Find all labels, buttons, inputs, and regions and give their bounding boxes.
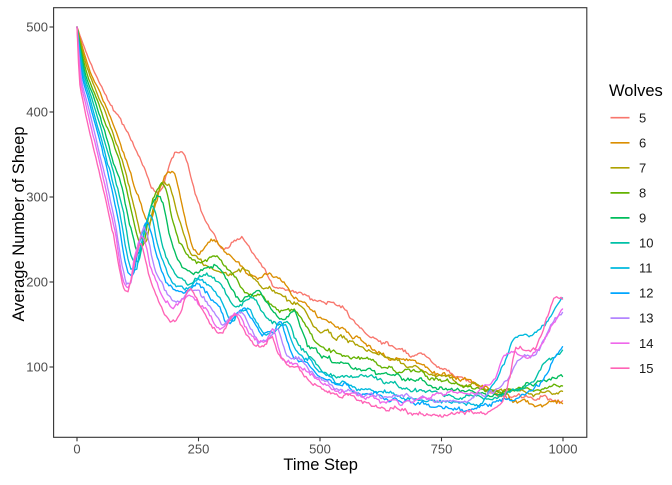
svg-text:14: 14 [639,336,653,351]
svg-text:12: 12 [639,286,653,301]
svg-text:15: 15 [639,361,653,376]
svg-text:10: 10 [639,236,653,251]
svg-text:500: 500 [26,20,48,35]
svg-text:500: 500 [309,442,331,457]
svg-text:11: 11 [639,261,653,276]
svg-text:Wolves: Wolves [609,82,663,100]
svg-text:8: 8 [639,186,646,201]
svg-text:6: 6 [639,135,646,150]
svg-text:100: 100 [26,360,48,375]
svg-text:1000: 1000 [549,442,578,457]
svg-text:200: 200 [26,275,48,290]
svg-text:5: 5 [639,110,646,125]
svg-text:13: 13 [639,311,653,326]
svg-text:Time Step: Time Step [283,456,358,474]
svg-text:7: 7 [639,160,646,175]
svg-text:250: 250 [188,442,210,457]
svg-text:9: 9 [639,211,646,226]
svg-text:400: 400 [26,105,48,120]
svg-text:750: 750 [431,442,453,457]
svg-text:0: 0 [73,442,80,457]
svg-text:Average Number of Sheep: Average Number of Sheep [10,126,28,321]
svg-text:300: 300 [26,190,48,205]
